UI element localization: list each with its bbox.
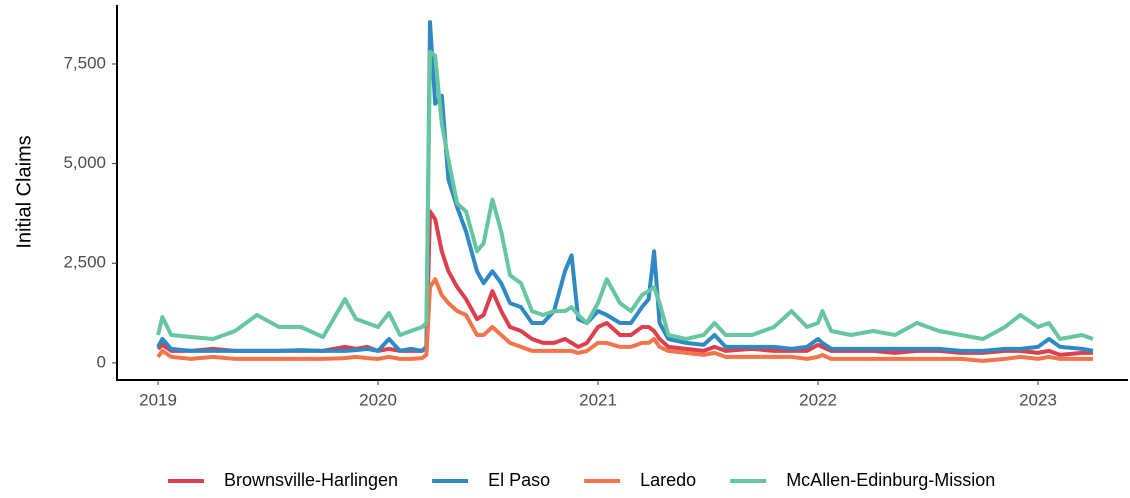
x-tick-label: 2023 [1019,390,1057,409]
legend-label: Brownsville-Harlingen [224,470,398,490]
y-tick-label: 5,000 [63,153,106,172]
legend-label: Laredo [640,470,696,490]
x-tick-label: 2021 [579,390,617,409]
y-axis-label: Initial Claims [13,135,35,248]
x-tick-label: 2020 [359,390,397,409]
y-tick-label: 7,500 [63,53,106,72]
y-tick-label: 0 [97,352,106,371]
x-tick-label: 2019 [139,390,177,409]
series-line [156,277,1093,363]
legend-label: El Paso [488,470,550,490]
y-tick-label: 2,500 [63,253,106,272]
series-line [156,50,1094,341]
series-line [156,20,1094,353]
legend-label: McAllen-Edinburg-Mission [786,470,995,490]
x-tick-label: 2022 [799,390,837,409]
